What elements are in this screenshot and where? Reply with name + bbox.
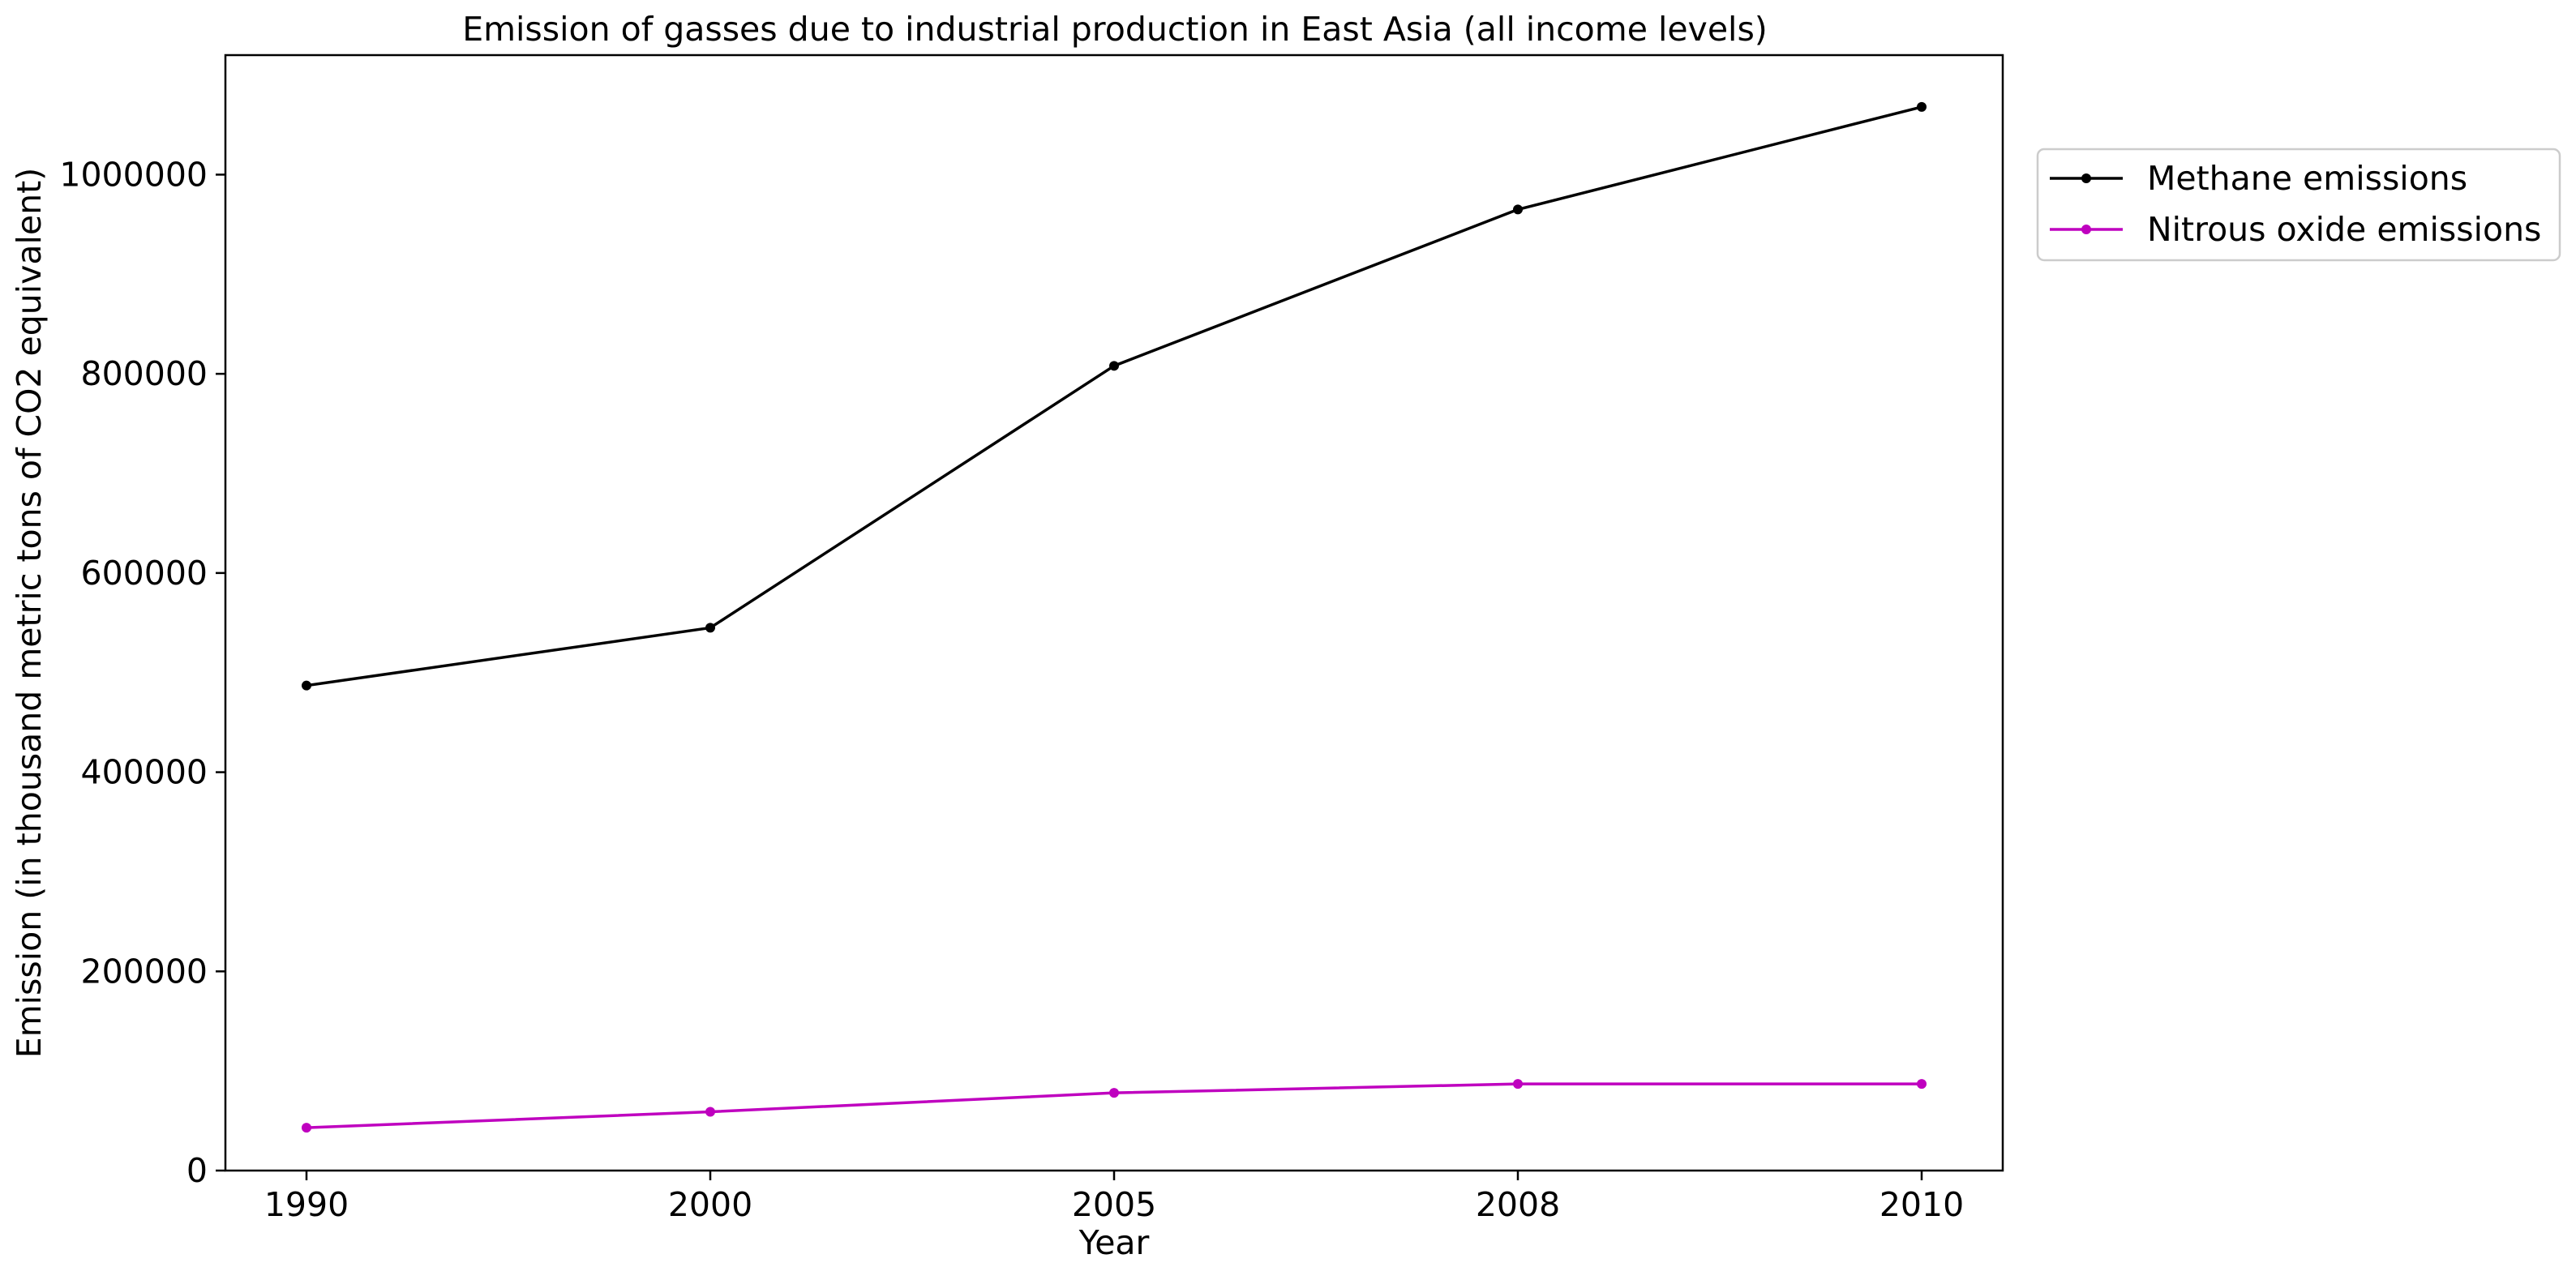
- legend: Methane emissions Nitrous oxide emissions: [2036, 148, 2561, 262]
- legend-label: Methane emissions: [2147, 159, 2467, 198]
- data-point: [1917, 1079, 1927, 1089]
- y-tick-label: 600000: [80, 554, 208, 593]
- y-axis-label: Emission (in thousand metric tons of CO2…: [10, 168, 49, 1058]
- plot-frame: [224, 54, 2004, 1172]
- legend-frame: [2036, 148, 2561, 262]
- data-point: [705, 623, 715, 633]
- legend-item: Nitrous oxide emissions: [2050, 210, 2541, 249]
- x-tick-label: 2000: [668, 1185, 752, 1224]
- data-point: [302, 1123, 311, 1133]
- y-tick-label: 200000: [80, 952, 208, 991]
- legend-marker: [2081, 173, 2091, 183]
- y-tick-label: 0: [186, 1151, 208, 1190]
- x-tick-label: 2005: [1072, 1185, 1156, 1224]
- y-tick-label: 800000: [80, 354, 208, 393]
- plot-area: 0 200000 400000 600000 800000 1000000 1990 200…: [59, 54, 2004, 1224]
- y-tick-label: 400000: [80, 753, 208, 792]
- series-layer: [302, 101, 1927, 1133]
- data-point: [1109, 1088, 1119, 1098]
- legend-marker: [2081, 225, 2091, 234]
- series-line: [306, 105, 1922, 687]
- data-point: [1917, 101, 1927, 112]
- x-tick-label: 1990: [264, 1185, 349, 1224]
- x-tick-label: 2008: [1476, 1185, 1560, 1224]
- y-tick-label: 1000000: [59, 155, 208, 194]
- data-point: [1513, 1079, 1523, 1089]
- x-axis-label: Year: [1078, 1223, 1150, 1262]
- data-point: [705, 1107, 715, 1117]
- y-axis: 0 200000 400000 600000 800000 1000000: [59, 155, 225, 1190]
- series-2: [302, 1079, 1927, 1133]
- x-tick-label: 2010: [1879, 1185, 1964, 1224]
- series-1: [302, 101, 1927, 691]
- chart-title: Emission of gasses due to industrial pro…: [462, 10, 1768, 49]
- data-point: [302, 680, 311, 691]
- legend-item: Methane emissions: [2050, 159, 2467, 198]
- legend-label: Nitrous oxide emissions: [2147, 210, 2541, 249]
- data-point: [1513, 204, 1523, 215]
- x-axis: 1990 2000 2005 2008 2010: [264, 1171, 1964, 1224]
- data-point: [1109, 361, 1119, 371]
